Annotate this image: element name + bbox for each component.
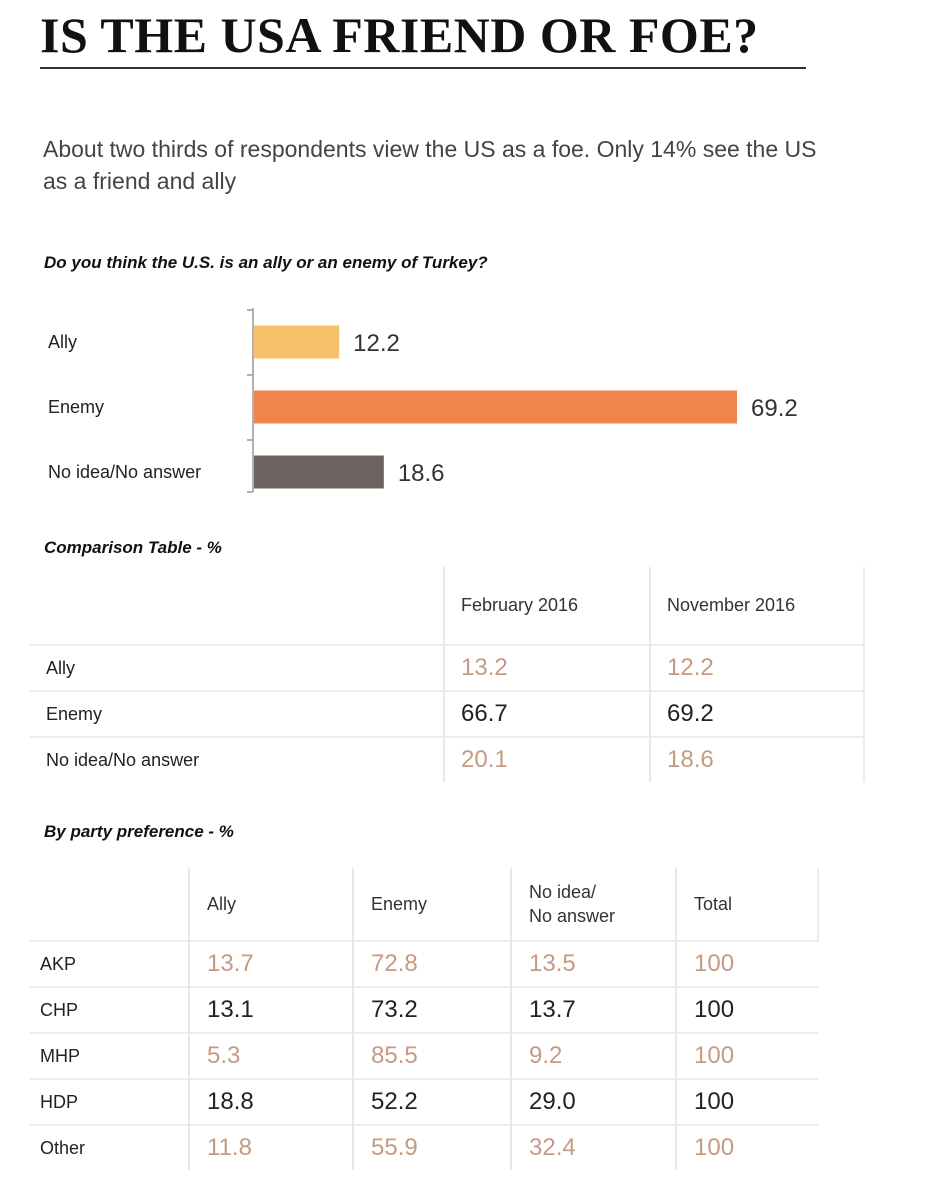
comparison-header-nov: November 2016 (649, 567, 865, 645)
bar (254, 325, 340, 359)
party-row-mhp: MHP 5.3 85.5 9.2 100 (30, 1032, 818, 1079)
table-cell: 29.0 (510, 1078, 676, 1125)
row-label: CHP (30, 986, 189, 1033)
chart-question: Do you think the U.S. is an ally or an e… (44, 253, 488, 272)
table-cell: 20.1 (443, 736, 650, 782)
party-table: Ally Enemy No idea/ No answer Total AKP … (30, 868, 819, 1170)
table-cell: 12.2 (649, 644, 865, 691)
table-cell: 13.2 (443, 644, 650, 691)
comparison-row-enemy: Enemy 66.7 69.2 (30, 690, 865, 737)
table-cell: 32.4 (510, 1124, 676, 1170)
row-label: HDP (30, 1078, 189, 1125)
table-cell: 73.2 (352, 986, 511, 1033)
comparison-header-row: February 2016 November 2016 (30, 567, 865, 645)
party-header-enemy: Enemy (352, 868, 511, 941)
row-label: AKP (30, 940, 189, 987)
table-cell: 52.2 (352, 1078, 511, 1125)
party-row-hdp: HDP 18.8 52.2 29.0 100 (30, 1078, 818, 1125)
party-row-chp: CHP 13.1 73.2 13.7 100 (30, 986, 818, 1033)
table-cell: 9.2 (510, 1032, 676, 1079)
table-cell: 72.8 (352, 940, 511, 987)
table-cell: 100 (675, 1078, 818, 1125)
party-row-other: Other 11.8 55.9 32.4 100 (30, 1124, 818, 1170)
party-header-noidea: No idea/ No answer (510, 868, 676, 941)
table-cell: 18.8 (188, 1078, 353, 1125)
row-label: Other (30, 1124, 189, 1170)
table-cell: 11.8 (188, 1124, 353, 1170)
comparison-row-ally: Ally 13.2 12.2 (30, 644, 865, 691)
party-header-ally: Ally (188, 868, 353, 941)
table-cell: 18.6 (649, 736, 865, 782)
table-cell: 100 (675, 1032, 818, 1079)
comparison-table: February 2016 November 2016 Ally 13.2 12… (30, 567, 865, 782)
bar-value-label: 18.6 (398, 460, 445, 487)
row-label: No idea/No answer (30, 736, 444, 782)
bar-chart: Ally 12.2 Enemy 69.2 No idea/No answer 18.6 (48, 308, 798, 493)
category-label: No idea/No answer (48, 462, 201, 482)
party-row-akp: AKP 13.7 72.8 13.5 100 (30, 940, 818, 987)
comparison-header-feb: February 2016 (443, 567, 650, 645)
row-label: Ally (30, 644, 444, 691)
table-cell: 69.2 (649, 690, 865, 737)
table-cell: 66.7 (443, 690, 650, 737)
party-header-total: Total (675, 868, 819, 941)
bar-value-label: 12.2 (353, 330, 400, 357)
category-label: Ally (48, 332, 77, 352)
table-cell: 13.5 (510, 940, 676, 987)
comparison-corner (30, 567, 444, 645)
table-cell: 100 (675, 1124, 818, 1170)
table-cell: 13.7 (510, 986, 676, 1033)
title-divider (40, 67, 806, 69)
bar (254, 455, 384, 489)
bar-value-label: 69.2 (751, 395, 798, 422)
row-label: Enemy (30, 690, 444, 737)
bar (254, 390, 737, 424)
page-title: IS THE USA FRIEND OR FOE? (40, 7, 759, 63)
table-cell: 13.7 (188, 940, 353, 987)
party-header-row: Ally Enemy No idea/ No answer Total (30, 868, 819, 941)
row-label: MHP (30, 1032, 189, 1079)
category-label: Enemy (48, 397, 104, 417)
comparison-row-noidea: No idea/No answer 20.1 18.6 (30, 736, 865, 782)
table-cell: 100 (675, 986, 818, 1033)
party-title: By party preference - % (44, 822, 234, 841)
table-cell: 85.5 (352, 1032, 511, 1079)
table-cell: 5.3 (188, 1032, 353, 1079)
comparison-title: Comparison Table - % (44, 538, 222, 557)
table-cell: 55.9 (352, 1124, 511, 1170)
table-cell: 100 (675, 940, 818, 987)
party-corner (30, 868, 189, 941)
page-subtitle: About two thirds of respondents view the… (43, 136, 817, 194)
table-cell: 13.1 (188, 986, 353, 1033)
